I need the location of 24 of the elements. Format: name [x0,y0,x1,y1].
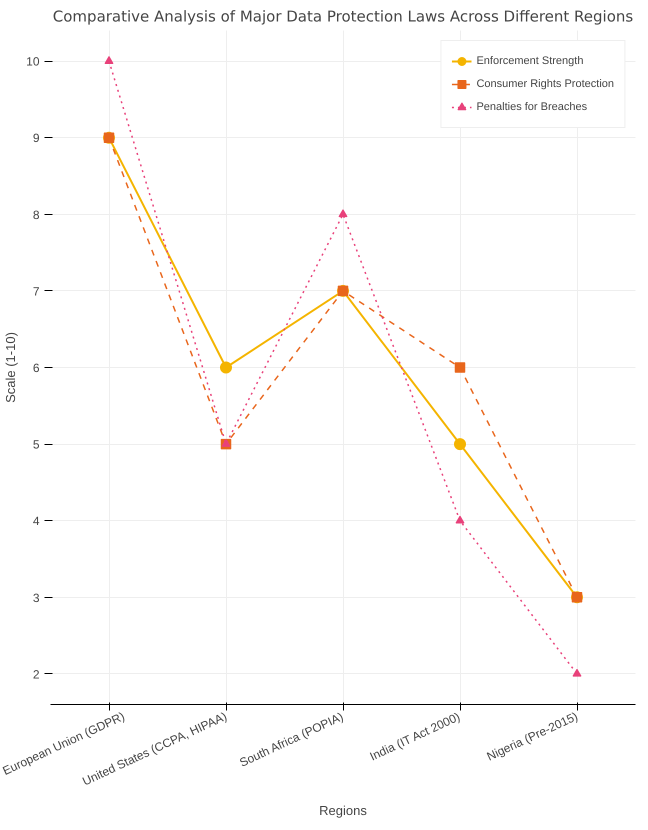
chart-title: Comparative Analysis of Major Data Protection Laws Across Different Regions [52,8,634,26]
point [220,362,232,374]
y-tick-label: 9 [32,131,40,146]
point [104,56,114,64]
y-axis-title: Scale (1-10) [3,332,18,403]
point [338,209,348,218]
y-tick-label: 2 [32,667,40,682]
x-tick-label: India (IT Act 2000) [368,710,462,764]
point [454,438,466,450]
y-tick-label: 6 [32,361,40,375]
y-tick-label: 4 [32,514,40,528]
point [456,516,464,524]
point [572,668,582,677]
legend-label: Penalties for Breaches [476,101,588,113]
legend-label: Consumer Rights Protection [476,78,614,90]
y-tick-label: 10 [26,54,40,69]
point [222,438,230,447]
y-tick-label: 3 [32,590,40,605]
legend-label: Enforcement Strength [476,55,584,67]
y-tick-label: 5 [32,438,40,452]
y-tick-label: 8 [32,208,40,222]
x-axis-title: Regions [319,802,368,818]
y-tick-label: 7 [32,284,40,298]
point [454,362,466,373]
